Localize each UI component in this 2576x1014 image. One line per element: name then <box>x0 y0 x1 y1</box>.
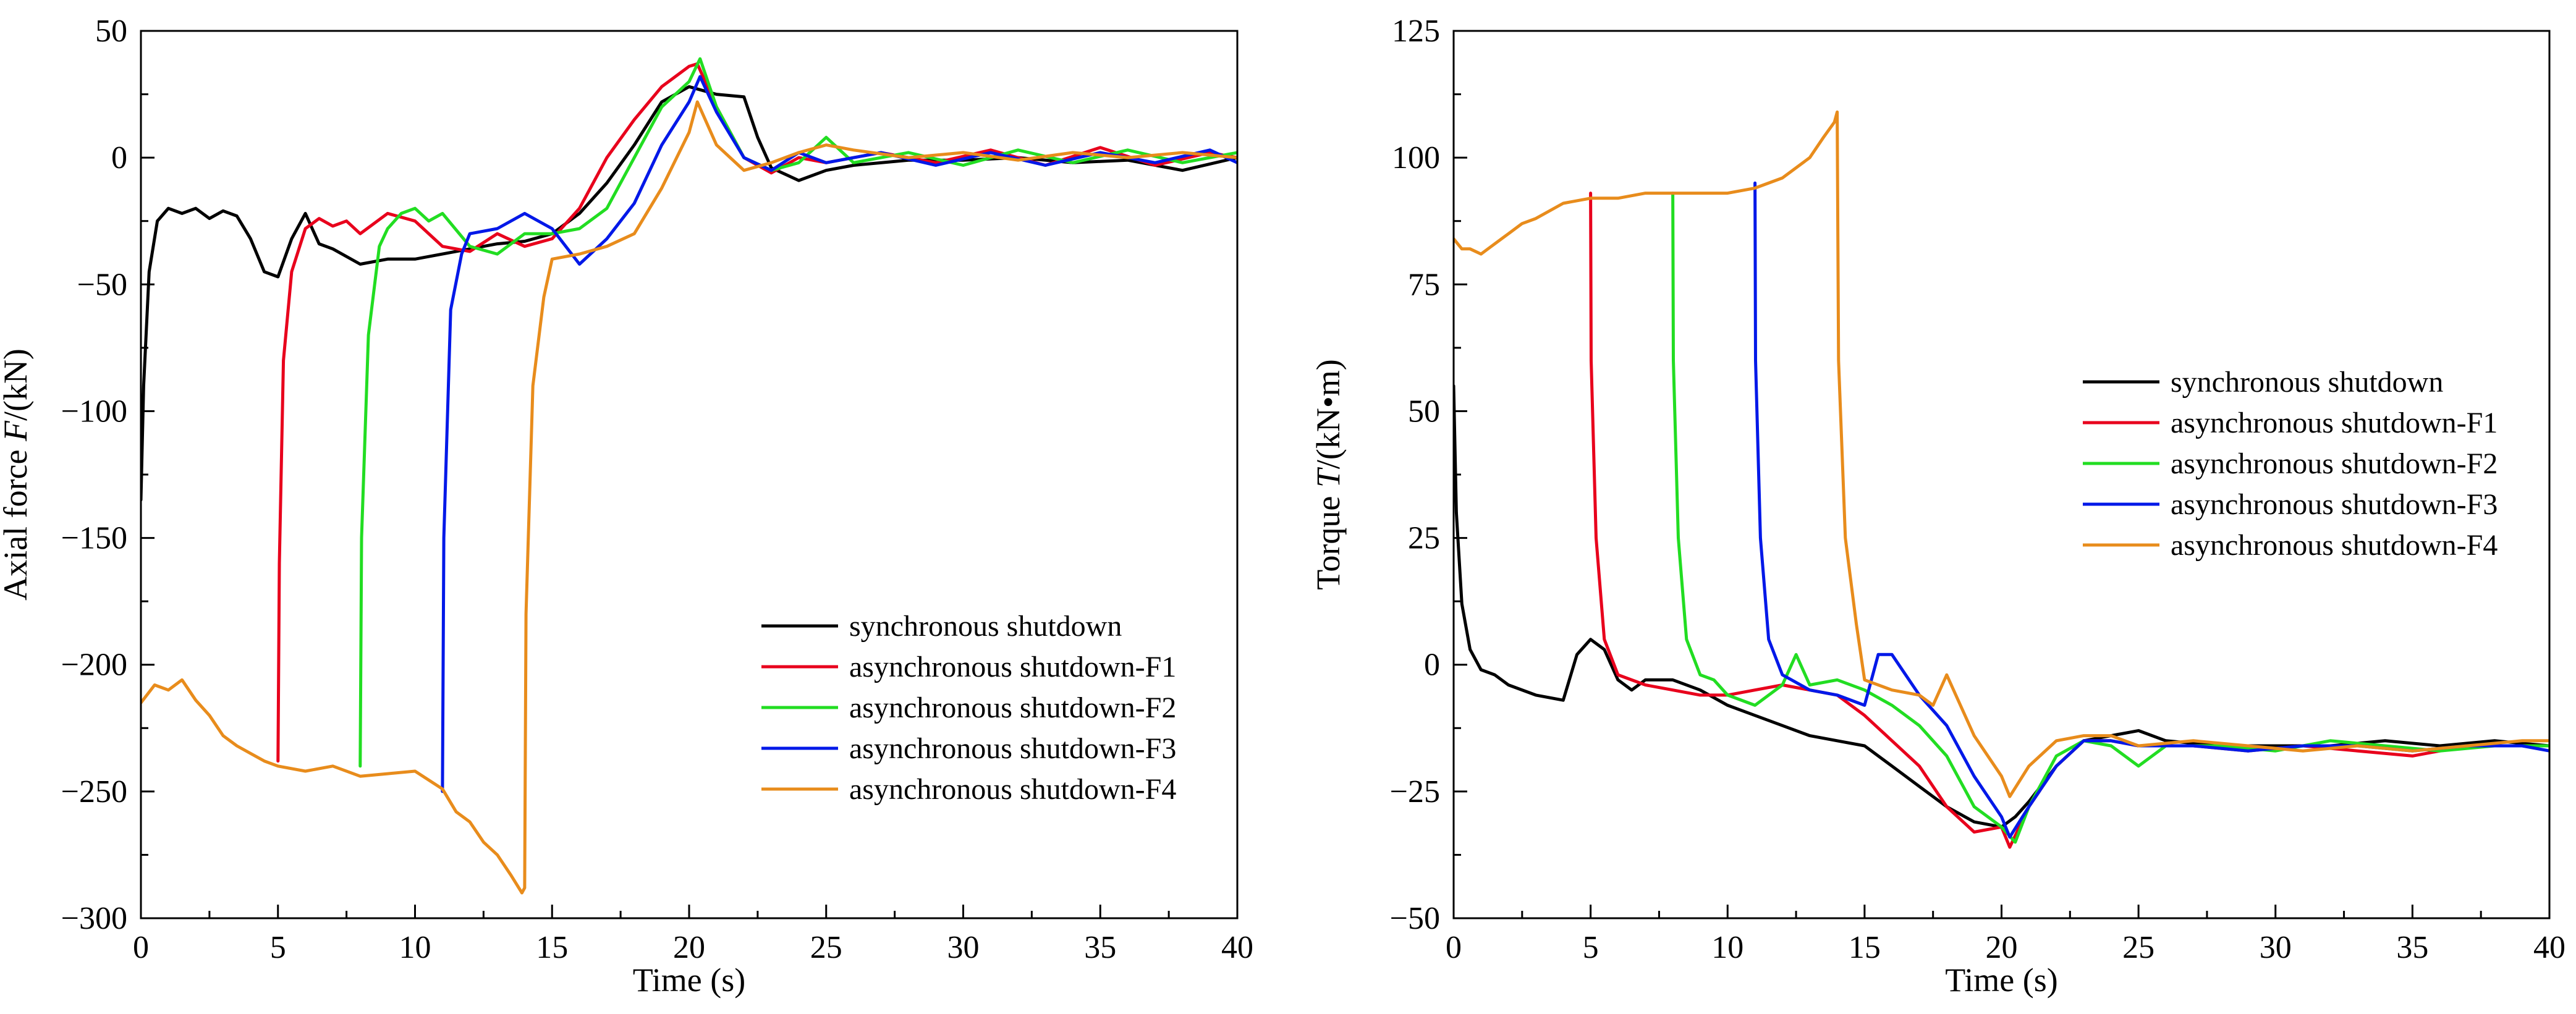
legend-label-0: synchronous shutdown <box>2171 366 2443 399</box>
legend-label-1: asynchronous shutdown-F1 <box>849 651 1176 683</box>
legend-label-2: asynchronous shutdown-F2 <box>849 691 1176 724</box>
x-tick-label: 30 <box>947 930 980 965</box>
x-tick-label: 30 <box>2260 930 2292 965</box>
x-tick-label: 20 <box>1986 930 2018 965</box>
y-tick-label: 50 <box>1408 394 1440 429</box>
series-line-3 <box>1753 181 2549 839</box>
y-tick-label: 75 <box>1408 267 1440 302</box>
y-tick-label: −250 <box>61 774 127 809</box>
series-line-2 <box>358 57 1237 768</box>
x-tick-label: 35 <box>2396 930 2428 965</box>
x-tick-label: 10 <box>1711 930 1743 965</box>
legend-label-3: asynchronous shutdown-F3 <box>849 732 1176 765</box>
x-tick-label: 35 <box>1084 930 1116 965</box>
y-tick-label: −50 <box>77 267 127 302</box>
torque-chart: 0 5 10 15 20 25 30 35 40 −50 −25 0 25 50 75 100 125 Time … <box>1310 14 2565 999</box>
y-tick-label: 125 <box>1392 14 1440 49</box>
y-axis-title-unit: /(kN) <box>0 349 34 421</box>
y-axis-title-variable: T <box>1310 467 1347 488</box>
axial-force-chart: 0 5 10 15 20 25 30 35 40 −300 −250 −200 −150 −100 −50 0… <box>0 14 1253 999</box>
y-axis-title: Axial force F/(kN) <box>0 349 34 601</box>
series-line-1 <box>276 62 1237 763</box>
legend-label-3: asynchronous shutdown-F3 <box>2171 488 2498 521</box>
x-tick-label: 15 <box>536 930 568 965</box>
x-tick-label: 40 <box>1221 930 1253 965</box>
y-axis-title-prefix: Axial force <box>0 441 34 601</box>
legend: synchronous shutdown asynchronous shutdow… <box>761 610 1176 806</box>
legend-label-4: asynchronous shutdown-F4 <box>2171 529 2498 562</box>
y-tick-label: 25 <box>1408 521 1440 556</box>
y-tick-label: −50 <box>1390 901 1440 936</box>
y-tick-label: −300 <box>61 901 127 936</box>
y-axis-title: Torque T/(kN•m) <box>1310 359 1347 590</box>
y-tick-label: −200 <box>61 648 127 683</box>
series-group <box>1454 110 2549 849</box>
x-tick-label: 5 <box>270 930 286 965</box>
series-line-3 <box>441 75 1237 793</box>
y-tick-label: −150 <box>61 521 127 556</box>
legend: synchronous shutdown asynchronous shutdow… <box>2083 366 2498 562</box>
x-tick-label: 15 <box>1849 930 1881 965</box>
x-axis-title: Time (s) <box>1945 961 2058 999</box>
series-line-4 <box>1454 110 2549 798</box>
legend-label-0: synchronous shutdown <box>849 610 1122 643</box>
x-tick-label: 10 <box>399 930 431 965</box>
x-tick-label: 0 <box>1446 930 1462 965</box>
y-tick-label: 50 <box>95 14 127 49</box>
series-line-0 <box>141 85 1237 502</box>
x-tick-label: 25 <box>2122 930 2154 965</box>
y-axis-title-variable: F <box>0 420 34 442</box>
legend-label-1: asynchronous shutdown-F1 <box>2171 407 2498 439</box>
x-tick-label: 0 <box>133 930 149 965</box>
x-tick-label: 25 <box>810 930 842 965</box>
y-axis-title-unit: /(kN•m) <box>1310 359 1347 469</box>
legend-label-4: asynchronous shutdown-F4 <box>849 773 1176 806</box>
series-group <box>141 57 1237 895</box>
y-axis-title-prefix: Torque <box>1310 488 1347 590</box>
y-tick-label: 100 <box>1392 140 1440 175</box>
y-tick-label: −100 <box>61 394 127 429</box>
y-tick-label: 0 <box>111 140 127 175</box>
x-tick-label: 20 <box>673 930 705 965</box>
x-axis-title: Time (s) <box>633 961 746 999</box>
series-line-4 <box>141 100 1237 895</box>
x-tick-label: 40 <box>2533 930 2565 965</box>
x-tick-label: 5 <box>1583 930 1599 965</box>
y-tick-label: −25 <box>1390 774 1440 809</box>
legend-label-2: asynchronous shutdown-F2 <box>2171 447 2498 480</box>
y-tick-label: 0 <box>1424 648 1440 683</box>
